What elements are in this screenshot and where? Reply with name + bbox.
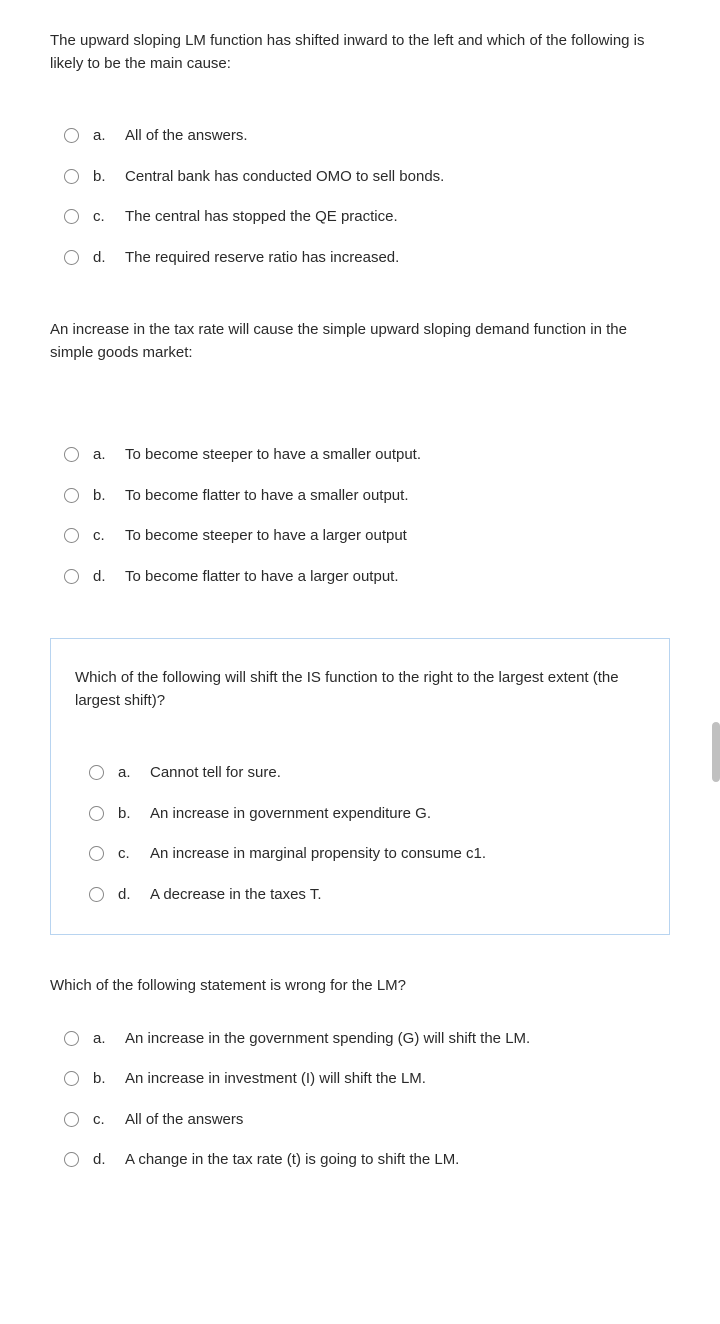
option-row[interactable]: a. To become steeper to have a smaller o…	[64, 444, 670, 467]
question-block-2: An increase in the tax rate will cause t…	[50, 319, 670, 588]
radio-icon[interactable]	[64, 209, 79, 224]
radio-icon[interactable]	[64, 1112, 79, 1127]
radio-icon[interactable]	[64, 1071, 79, 1086]
option-text: An increase in marginal propensity to co…	[150, 843, 645, 866]
options-list: a. An increase in the government spendin…	[50, 1028, 670, 1172]
question-block-4: Which of the following statement is wron…	[50, 975, 670, 1172]
option-row[interactable]: b. An increase in investment (I) will sh…	[64, 1068, 670, 1091]
question-prompt: Which of the following will shift the IS…	[75, 667, 645, 712]
question-prompt: Which of the following statement is wron…	[50, 975, 670, 998]
option-letter: c.	[93, 525, 111, 548]
option-text: An increase in the government spending (…	[125, 1028, 670, 1051]
option-text: Central bank has conducted OMO to sell b…	[125, 166, 670, 189]
radio-icon[interactable]	[64, 569, 79, 584]
radio-icon[interactable]	[64, 1031, 79, 1046]
radio-icon[interactable]	[64, 128, 79, 143]
option-letter: d.	[93, 566, 111, 589]
option-text: An increase in investment (I) will shift…	[125, 1068, 670, 1091]
option-letter: a.	[93, 444, 111, 467]
option-row[interactable]: d. The required reserve ratio has increa…	[64, 247, 670, 270]
option-row[interactable]: c. To become steeper to have a larger ou…	[64, 525, 670, 548]
options-list: a. All of the answers. b. Central bank h…	[50, 125, 670, 269]
question-prompt: The upward sloping LM function has shift…	[50, 30, 670, 75]
option-row[interactable]: a. All of the answers.	[64, 125, 670, 148]
option-text: A decrease in the taxes T.	[150, 884, 645, 907]
option-text: The required reserve ratio has increased…	[125, 247, 670, 270]
radio-icon[interactable]	[64, 250, 79, 265]
radio-icon[interactable]	[64, 169, 79, 184]
option-letter: a.	[118, 762, 136, 785]
option-text: The central has stopped the QE practice.	[125, 206, 670, 229]
option-text: To become steeper to have a larger outpu…	[125, 525, 670, 548]
option-letter: d.	[118, 884, 136, 907]
option-text: To become steeper to have a smaller outp…	[125, 444, 670, 467]
option-letter: d.	[93, 247, 111, 270]
option-letter: c.	[93, 1109, 111, 1132]
option-letter: b.	[93, 485, 111, 508]
option-text: An increase in government expenditure G.	[150, 803, 645, 826]
option-row[interactable]: a. Cannot tell for sure.	[89, 762, 645, 785]
option-text: To become flatter to have a larger outpu…	[125, 566, 670, 589]
radio-icon[interactable]	[89, 806, 104, 821]
option-row[interactable]: d. A decrease in the taxes T.	[89, 884, 645, 907]
question-block-3: Which of the following will shift the IS…	[50, 638, 670, 935]
option-row[interactable]: b. An increase in government expenditure…	[89, 803, 645, 826]
question-prompt: An increase in the tax rate will cause t…	[50, 319, 670, 364]
option-letter: b.	[93, 1068, 111, 1091]
option-row[interactable]: a. An increase in the government spendin…	[64, 1028, 670, 1051]
option-row[interactable]: d. A change in the tax rate (t) is going…	[64, 1149, 670, 1172]
option-letter: a.	[93, 125, 111, 148]
option-text: All of the answers	[125, 1109, 670, 1132]
radio-icon[interactable]	[89, 846, 104, 861]
option-letter: d.	[93, 1149, 111, 1172]
radio-icon[interactable]	[64, 528, 79, 543]
option-letter: c.	[93, 206, 111, 229]
question-block-1: The upward sloping LM function has shift…	[50, 30, 670, 269]
option-text: Cannot tell for sure.	[150, 762, 645, 785]
option-letter: c.	[118, 843, 136, 866]
option-row[interactable]: b. To become flatter to have a smaller o…	[64, 485, 670, 508]
option-text: To become flatter to have a smaller outp…	[125, 485, 670, 508]
option-row[interactable]: b. Central bank has conducted OMO to sel…	[64, 166, 670, 189]
option-letter: a.	[93, 1028, 111, 1051]
option-letter: b.	[93, 166, 111, 189]
option-row[interactable]: d. To become flatter to have a larger ou…	[64, 566, 670, 589]
scrollbar-thumb[interactable]	[712, 722, 720, 782]
radio-icon[interactable]	[64, 1152, 79, 1167]
option-row[interactable]: c. All of the answers	[64, 1109, 670, 1132]
option-text: A change in the tax rate (t) is going to…	[125, 1149, 670, 1172]
option-row[interactable]: c. An increase in marginal propensity to…	[89, 843, 645, 866]
radio-icon[interactable]	[89, 887, 104, 902]
option-row[interactable]: c. The central has stopped the QE practi…	[64, 206, 670, 229]
option-letter: b.	[118, 803, 136, 826]
option-text: All of the answers.	[125, 125, 670, 148]
radio-icon[interactable]	[64, 447, 79, 462]
radio-icon[interactable]	[64, 488, 79, 503]
radio-icon[interactable]	[89, 765, 104, 780]
options-list: a. To become steeper to have a smaller o…	[50, 444, 670, 588]
options-list: a. Cannot tell for sure. b. An increase …	[75, 762, 645, 906]
